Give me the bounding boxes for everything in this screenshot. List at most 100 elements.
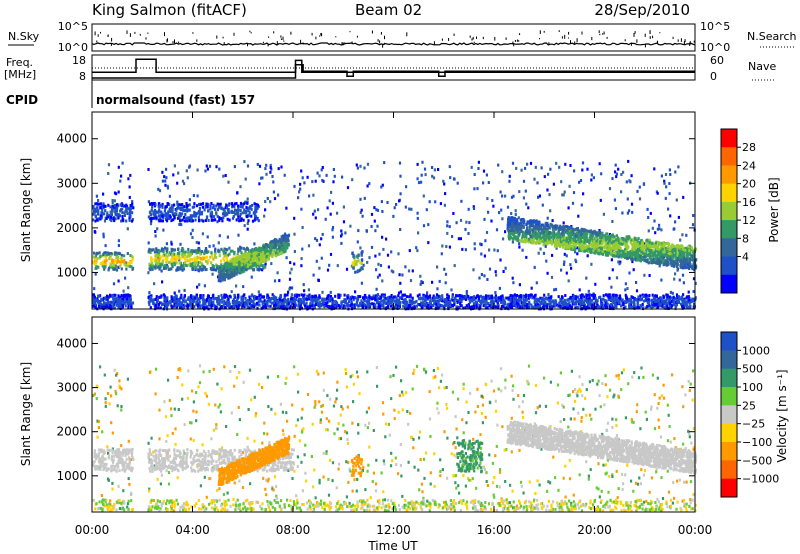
noise-trace	[91, 30, 696, 48]
power-cell	[507, 234, 510, 238]
power-cell	[573, 234, 576, 238]
power-cell	[408, 249, 411, 253]
noise-search-dot	[441, 38, 443, 41]
power-cell	[218, 300, 221, 304]
power-cell	[110, 263, 113, 267]
power-cell	[252, 300, 255, 304]
power-cell	[553, 288, 556, 292]
power-cell	[113, 259, 116, 263]
power-cell	[656, 191, 659, 195]
power-cell	[230, 290, 233, 294]
power-cell	[688, 267, 691, 270]
power-cell	[252, 211, 255, 215]
power-cell	[178, 206, 181, 210]
power-cell	[269, 240, 272, 244]
power-cell	[259, 260, 262, 264]
power-cell	[95, 202, 99, 206]
power-cell	[101, 304, 104, 307]
power-cell	[252, 251, 256, 255]
power-cell	[248, 211, 251, 214]
power-cell	[183, 205, 186, 209]
power-cell	[677, 249, 680, 253]
power-cell	[109, 265, 112, 269]
power-cell	[112, 264, 115, 267]
power-cell	[188, 203, 191, 207]
power-cell	[665, 263, 668, 267]
power-cell	[271, 245, 275, 249]
power-cell	[352, 262, 355, 266]
power-cell	[311, 296, 314, 300]
power-cell	[608, 276, 611, 280]
power-cell	[280, 251, 283, 255]
power-cell	[256, 259, 259, 262]
power-cell	[597, 243, 600, 247]
power-cell	[518, 242, 521, 246]
power-cell	[201, 202, 205, 206]
power-cell	[580, 236, 583, 240]
power-cell	[614, 170, 617, 174]
station-title: King Salmon (fitACF)	[92, 1, 247, 19]
power-cell	[542, 225, 545, 229]
power-cell	[520, 222, 523, 225]
power-cell	[255, 210, 258, 213]
power-cell	[374, 229, 377, 233]
power-cell	[123, 204, 126, 208]
power-cell	[259, 297, 262, 301]
noise-search-dot	[371, 30, 373, 34]
power-cell	[345, 267, 349, 271]
power-cell	[300, 207, 303, 211]
power-cell	[325, 173, 328, 177]
power-cell	[196, 263, 199, 267]
power-cell	[694, 264, 697, 268]
power-cell	[214, 207, 217, 211]
power-cell	[611, 237, 614, 241]
power-cell	[599, 198, 602, 202]
noise-search-dot	[581, 31, 583, 35]
power-cell	[370, 225, 373, 228]
power-cell	[258, 260, 261, 264]
power-cell	[186, 255, 189, 259]
power-cell	[453, 264, 456, 268]
power-cell	[546, 221, 549, 225]
power-cell	[124, 263, 127, 267]
power-cell	[417, 231, 420, 235]
power-cell	[117, 216, 120, 220]
power-cell	[578, 180, 581, 184]
power-cell	[620, 253, 623, 257]
power-cell	[360, 266, 363, 270]
power-cell	[186, 209, 189, 213]
power-cell	[239, 212, 242, 216]
power-cell	[476, 303, 479, 307]
power-cell	[256, 262, 259, 265]
power-cell	[172, 257, 175, 261]
power-cell	[663, 306, 666, 310]
noise-search-dot	[384, 35, 385, 40]
power-cell	[113, 209, 116, 213]
power-cell	[184, 263, 187, 267]
power-cell	[158, 219, 161, 223]
power-cell	[631, 257, 634, 261]
noise-search-dot	[164, 32, 165, 37]
power-cell	[293, 262, 296, 266]
power-cell	[508, 174, 511, 178]
power-cell	[525, 255, 528, 259]
power-cell	[660, 252, 663, 256]
power-cell	[205, 249, 208, 253]
power-cell	[542, 243, 545, 247]
power-cell	[227, 276, 230, 280]
power-cell	[216, 214, 219, 218]
power-cell	[114, 264, 118, 268]
power-cell	[105, 217, 108, 220]
power-cell	[245, 254, 248, 258]
power-cell	[166, 296, 169, 300]
power-cell	[586, 167, 589, 171]
power-cell	[647, 229, 650, 233]
power-cell	[157, 210, 160, 214]
power-cell	[187, 296, 190, 300]
power-cell	[535, 233, 538, 237]
power-cell	[647, 216, 650, 219]
power-cell	[198, 256, 201, 260]
power-cell	[219, 270, 222, 274]
power-cell	[510, 229, 513, 233]
power-cell	[99, 214, 102, 218]
